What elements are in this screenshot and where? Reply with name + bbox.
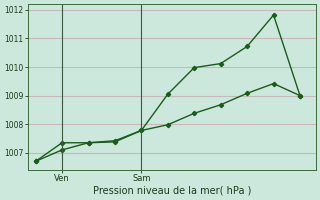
X-axis label: Pression niveau de la mer( hPa ): Pression niveau de la mer( hPa ) xyxy=(92,186,251,196)
